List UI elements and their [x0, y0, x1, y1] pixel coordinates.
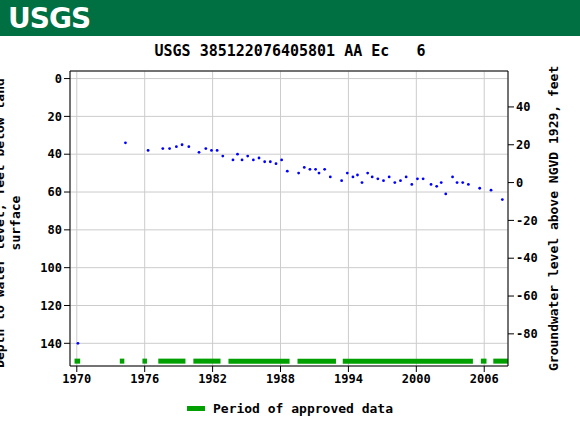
svg-text:1970: 1970: [62, 372, 91, 386]
html-text:USGS: USGS: [8, 2, 91, 35]
svg-text:2000: 2000: [402, 372, 431, 386]
svg-text:-80: -80: [516, 327, 538, 341]
html-text:Period of approved data: Period of approved data: [213, 401, 393, 416]
svg-text:-60: -60: [516, 289, 538, 303]
svg-text:1982: 1982: [198, 372, 227, 386]
svg-text:20: 20: [48, 110, 62, 124]
svg-text:20: 20: [516, 138, 530, 152]
svg-text:80: 80: [48, 223, 62, 237]
svg-text:1976: 1976: [130, 372, 159, 386]
html-text:Groundwater level above NGVD 1: Groundwater level above NGVD 1929, feet: [546, 65, 561, 371]
svg-text:100: 100: [40, 261, 62, 275]
html-text:USGS 385122076405801 AA Ec 6: USGS 385122076405801 AA Ec 6: [154, 42, 426, 60]
svg-text:0: 0: [55, 72, 62, 86]
svg-text:40: 40: [48, 147, 62, 161]
svg-text:1988: 1988: [266, 372, 295, 386]
svg-text:140: 140: [40, 337, 62, 351]
svg-text:120: 120: [40, 299, 62, 313]
svg-text:-40: -40: [516, 251, 538, 265]
svg-text:1994: 1994: [334, 372, 363, 386]
svg-text:0: 0: [516, 176, 523, 190]
svg-text:60: 60: [48, 185, 62, 199]
svg-text:2006: 2006: [470, 372, 499, 386]
svg-text:40: 40: [516, 100, 530, 114]
svg-text:-20: -20: [516, 214, 538, 228]
